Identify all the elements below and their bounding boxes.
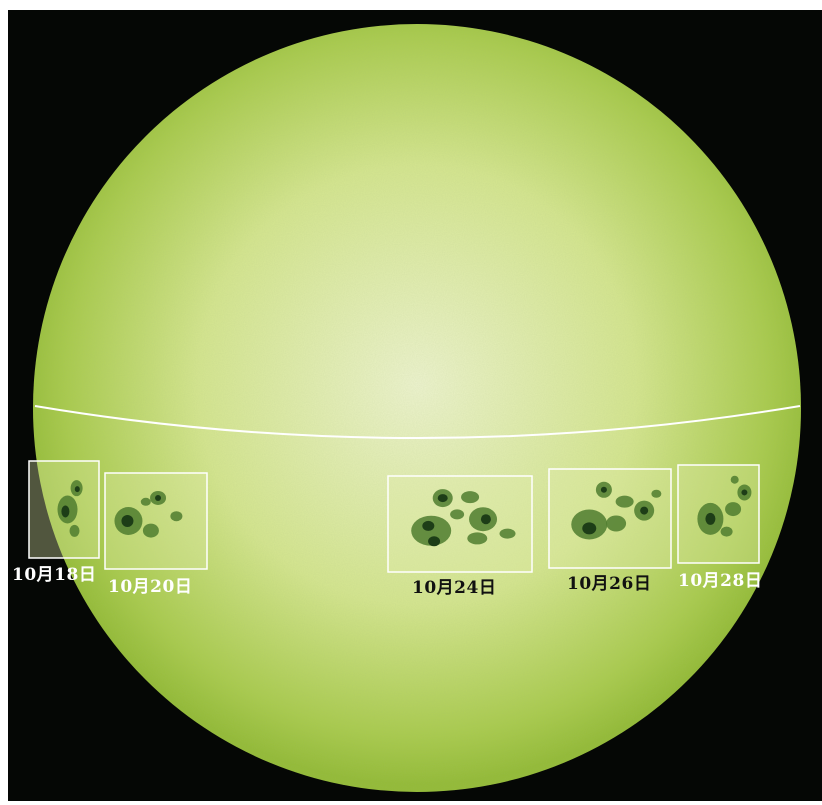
sunspot-frames <box>28 460 760 573</box>
sunspot-penumbra <box>461 491 480 504</box>
date-label-oct18: 10月18日 <box>12 565 97 585</box>
sunspot-umbra <box>640 506 649 515</box>
sunspot-umbra <box>74 486 80 493</box>
sunspot-umbra <box>600 486 607 493</box>
sunspot-penumbra <box>69 524 80 537</box>
sunspot-penumbra <box>725 502 742 517</box>
sunspot-frame-oct26 <box>548 468 672 569</box>
date-label-oct20: 10月20日 <box>108 577 193 597</box>
frame-border <box>104 472 208 570</box>
sunspot-penumbra <box>411 515 452 546</box>
sunspot-penumbra <box>651 489 662 498</box>
sunspot-umbra <box>155 494 162 501</box>
sunspot-penumbra <box>730 475 739 484</box>
sunspot-umbra <box>422 520 435 531</box>
sunspot-umbra <box>61 505 70 518</box>
sunspot-penumbra <box>450 509 465 520</box>
frame-border <box>548 468 672 569</box>
sunspot-umbra <box>582 522 597 535</box>
sunspot-frame-oct20 <box>104 472 208 570</box>
frame-border <box>677 464 760 564</box>
sunspot-frame-oct18 <box>28 460 100 559</box>
frame-background <box>388 476 532 572</box>
sunspot-penumbra <box>170 511 183 522</box>
frame-border <box>28 460 100 559</box>
sunspot-umbra <box>121 515 134 527</box>
sunspot-umbra <box>705 512 716 525</box>
date-label-oct28: 10月28日 <box>678 571 763 591</box>
sunspot-penumbra <box>142 523 159 538</box>
frame-border <box>387 475 533 573</box>
sunspot-umbra <box>428 536 441 547</box>
sunspot-penumbra <box>499 528 516 539</box>
sunspot-frame-oct24 <box>387 475 533 573</box>
sunspot-penumbra <box>720 526 733 537</box>
date-label-oct24: 10月24日 <box>412 578 497 598</box>
sunspot-penumbra <box>467 532 488 545</box>
sunspot-umbra <box>741 489 748 496</box>
sunspot-penumbra <box>606 515 627 532</box>
sunspot-frame-oct28 <box>677 464 760 564</box>
granulation-texture <box>33 24 801 792</box>
date-label-oct26: 10月26日 <box>567 574 652 594</box>
sunspot-umbra <box>437 494 448 503</box>
sunspot-latitude-track <box>34 405 801 439</box>
sunspot-penumbra <box>140 497 151 506</box>
sunspot-penumbra <box>615 495 634 508</box>
sunspot-umbra <box>480 514 491 525</box>
